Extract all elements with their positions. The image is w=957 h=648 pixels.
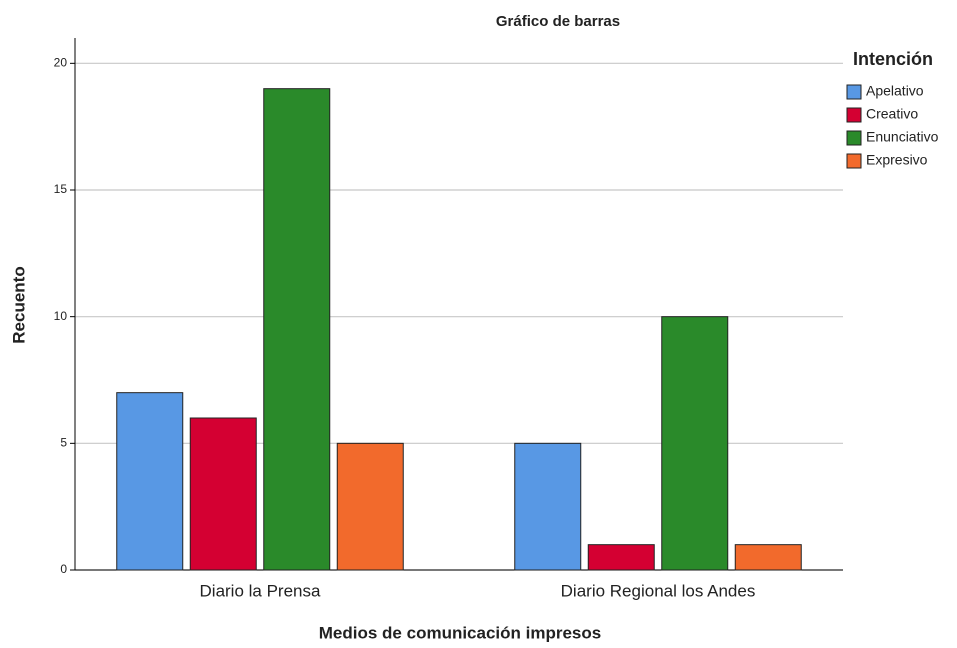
- bar: [514, 442, 582, 571]
- y-axis-label: Recuento: [9, 266, 28, 343]
- x-axis-label: Medios de comunicación impresos: [319, 623, 601, 642]
- y-tick-label: 15: [54, 182, 68, 196]
- y-tick-label: 20: [54, 56, 68, 70]
- legend-swatch: [846, 107, 862, 123]
- legend-label: Expresivo: [866, 152, 928, 168]
- y-tick-label: 0: [60, 562, 67, 576]
- y-tick-label: 10: [54, 309, 68, 323]
- bar: [116, 392, 184, 571]
- x-tick-label: Diario la Prensa: [200, 581, 321, 600]
- legend-swatch: [846, 153, 862, 169]
- bar: [189, 417, 257, 571]
- x-tick-label: Diario Regional los Andes: [561, 581, 756, 600]
- legend-swatch: [846, 130, 862, 146]
- legend-label: Creativo: [866, 106, 918, 122]
- chart-title: Gráfico de barras: [496, 13, 620, 30]
- bar: [661, 316, 729, 571]
- bar: [734, 544, 802, 571]
- legend-label: Enunciativo: [866, 129, 939, 145]
- bar: [336, 442, 404, 571]
- bar: [587, 544, 655, 571]
- bar: [263, 88, 331, 571]
- legend-label: Apelativo: [866, 83, 924, 99]
- legend-title: Intención: [853, 49, 933, 69]
- legend-swatch: [846, 84, 862, 100]
- y-tick-label: 5: [60, 436, 67, 450]
